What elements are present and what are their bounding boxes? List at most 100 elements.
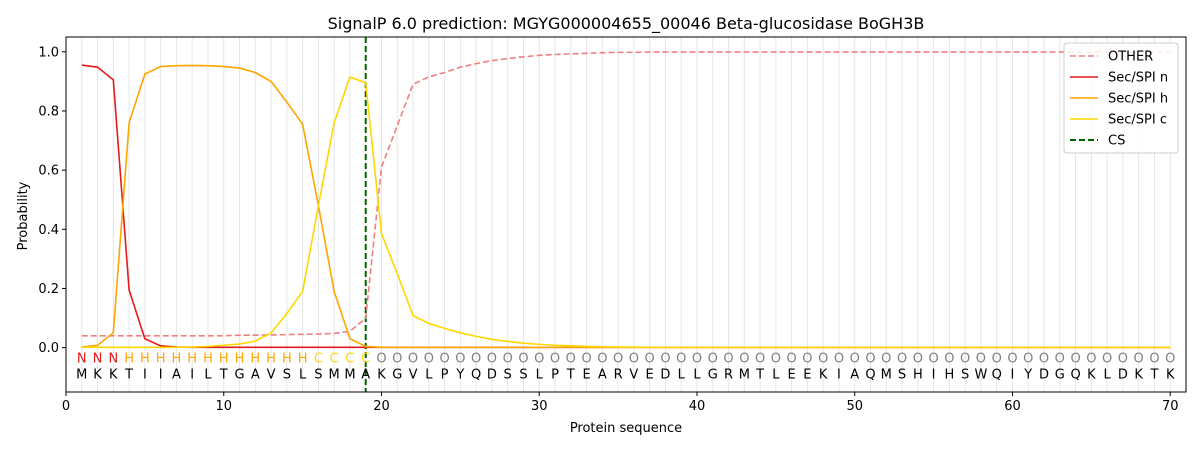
x-tick-label: 40 — [689, 399, 706, 414]
region-label: H — [156, 351, 166, 366]
residue-label: V — [409, 368, 418, 383]
region-label: H — [203, 351, 213, 366]
region-label: O — [581, 351, 591, 366]
region-label: O — [739, 351, 749, 366]
grid-lines — [81, 37, 1171, 392]
region-label: O — [1055, 351, 1065, 366]
region-label: H — [172, 351, 182, 366]
y-tick-label: 0.0 — [38, 341, 59, 356]
region-label: O — [771, 351, 781, 366]
region-label: O — [913, 351, 923, 366]
region-label: O — [802, 351, 812, 366]
region-label: H — [187, 351, 197, 366]
residue-label: S — [504, 368, 512, 383]
region-label: O — [1070, 351, 1080, 366]
region-label: O — [960, 351, 970, 366]
residue-label: W — [974, 368, 987, 383]
legend-label: Sec/SPI c — [1108, 113, 1167, 128]
residue-label: E — [582, 368, 590, 383]
region-label: O — [660, 351, 670, 366]
region-label: O — [1007, 351, 1017, 366]
residue-label: D — [1118, 368, 1128, 383]
residue-label: L — [693, 368, 701, 383]
region-label: O — [850, 351, 860, 366]
series-lines — [81, 51, 1171, 349]
residue-label: L — [772, 368, 780, 383]
region-label: O — [424, 351, 434, 366]
region-label: O — [755, 351, 765, 366]
region-label: O — [1102, 351, 1112, 366]
region-label: O — [392, 351, 402, 366]
region-label: O — [881, 351, 891, 366]
residue-label: Y — [1023, 368, 1032, 383]
region-label: O — [534, 351, 544, 366]
residue-label: A — [850, 368, 859, 383]
region-label: H — [140, 351, 150, 366]
x-tick-label: 50 — [846, 399, 863, 414]
region-label: H — [298, 351, 308, 366]
y-tick-label: 1.0 — [38, 45, 59, 60]
x-tick-label: 30 — [531, 399, 548, 414]
region-label: H — [235, 351, 245, 366]
region-label: O — [1118, 351, 1128, 366]
region-label: H — [219, 351, 229, 366]
residue-label: K — [109, 368, 118, 383]
residue-label: A — [598, 368, 607, 383]
residue-label: L — [204, 368, 212, 383]
residue-label: R — [724, 368, 733, 383]
region-label: O — [629, 351, 639, 366]
residue-label: M — [881, 368, 892, 383]
series-line-other — [81, 51, 1171, 337]
residue-label: Q — [865, 368, 875, 383]
region-label: O — [723, 351, 733, 366]
y-axis-title: Probability — [16, 181, 31, 250]
region-label: C — [361, 351, 370, 366]
residue-label: A — [361, 368, 370, 383]
residue-label: L — [1104, 368, 1112, 383]
residue-label: S — [519, 368, 527, 383]
region-label: O — [597, 351, 607, 366]
region-label: O — [676, 351, 686, 366]
region-label: O — [834, 351, 844, 366]
residue-label: V — [629, 368, 638, 383]
residue-label: H — [944, 368, 954, 383]
plot-frame — [65, 36, 1187, 393]
region-label: O — [897, 351, 907, 366]
residue-label: L — [678, 368, 686, 383]
residue-label: M — [76, 368, 87, 383]
region-label: O — [503, 351, 513, 366]
y-tick-label: 0.4 — [38, 223, 59, 238]
series-line-sec-spi-n — [81, 64, 1171, 349]
region-label: O — [439, 351, 449, 366]
y-tick-label: 0.6 — [38, 164, 59, 179]
residue-label: G — [392, 368, 402, 383]
residue-label: D — [1039, 368, 1049, 383]
residue-label: I — [932, 368, 936, 383]
residue-label: K — [377, 368, 386, 383]
residue-label: T — [1149, 368, 1158, 383]
residue-label: I — [143, 368, 147, 383]
residue-label: K — [1087, 368, 1096, 383]
residue-label: Q — [471, 368, 481, 383]
residue-label: M — [739, 368, 750, 383]
region-label: H — [250, 351, 260, 366]
region-label: C — [345, 351, 354, 366]
residue-label: K — [819, 368, 828, 383]
region-label: O — [376, 351, 386, 366]
residue-label: G — [708, 368, 718, 383]
residue-label: A — [251, 368, 260, 383]
region-label: O — [1023, 351, 1033, 366]
residue-label: R — [614, 368, 623, 383]
residue-label: P — [551, 368, 559, 383]
residue-label: L — [536, 368, 544, 383]
y-axis-ticks: 0.0 0.2 0.4 0.6 0.8 1.0 — [38, 45, 66, 356]
residue-label: E — [646, 368, 654, 383]
legend-box — [1063, 42, 1179, 154]
region-label: O — [645, 351, 655, 366]
region-label: O — [566, 351, 576, 366]
x-axis-title: Protein sequence — [570, 421, 682, 436]
region-label: O — [455, 351, 465, 366]
region-label: C — [330, 351, 339, 366]
